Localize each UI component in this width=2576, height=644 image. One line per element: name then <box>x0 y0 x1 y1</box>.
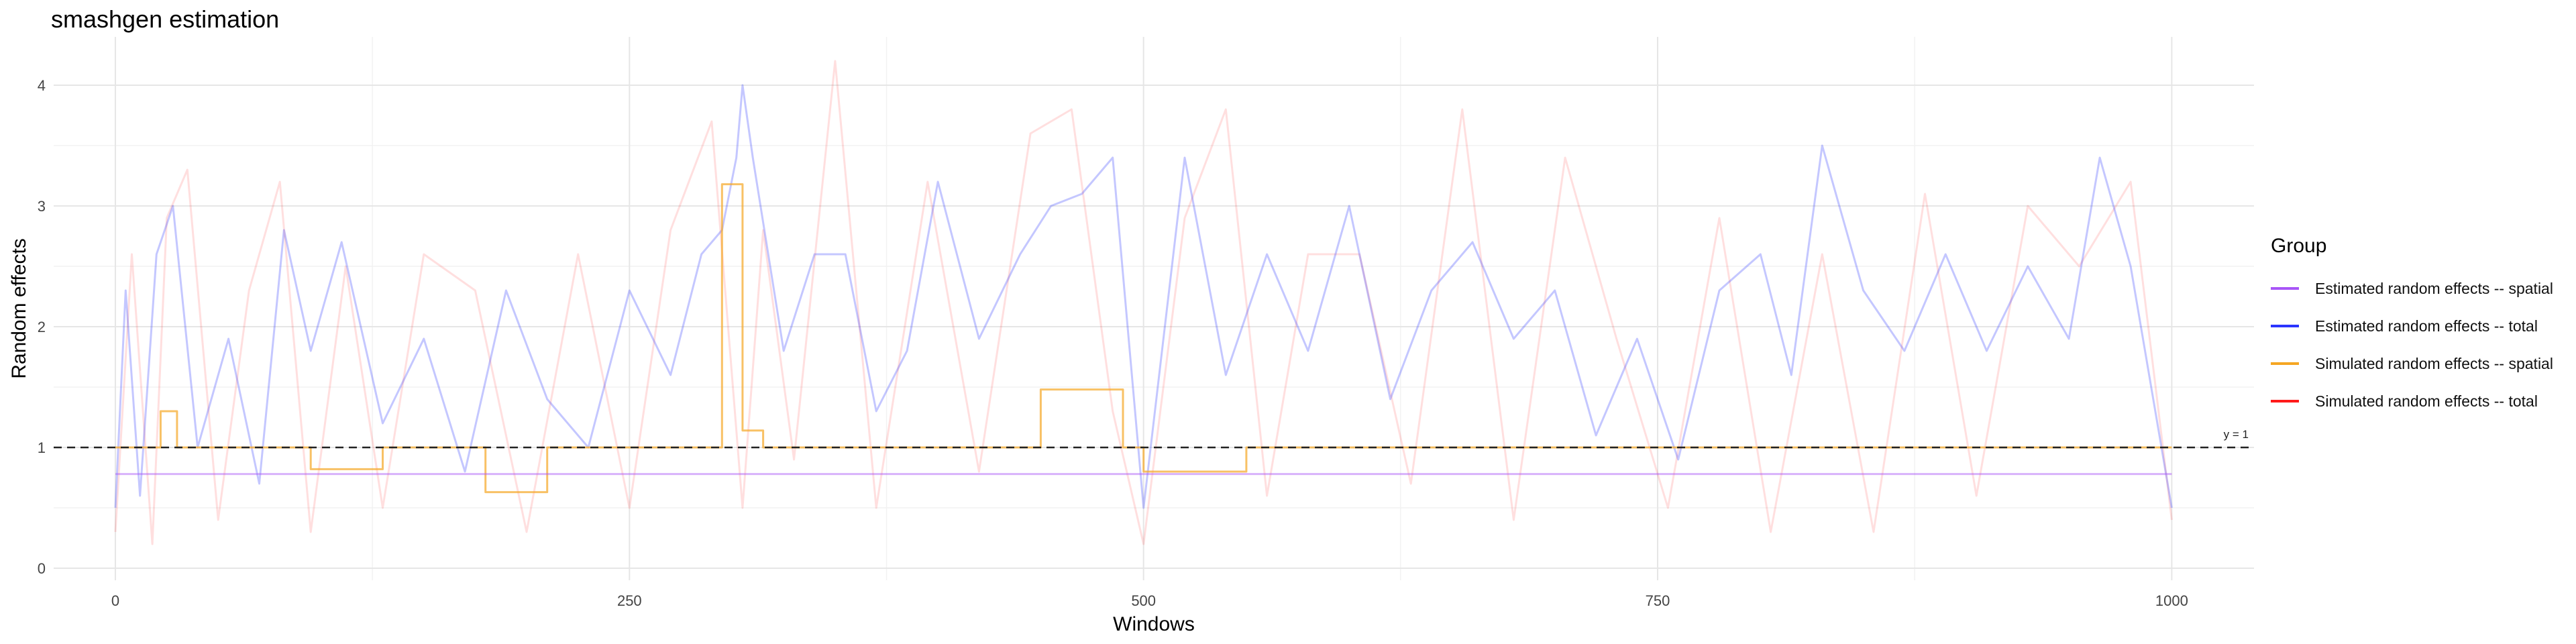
series-lines <box>114 60 2173 545</box>
legend-title: Group <box>2271 235 2327 257</box>
axis-labels: 0 250 500 750 1000 0 1 2 3 4 Windows Random effects <box>8 77 2188 635</box>
legend: Group Estimated random effects -- spatia… <box>2271 235 2553 420</box>
legend-item: Estimated random effects -- total <box>2271 307 2553 345</box>
legend-item: Estimated random effects -- spatial <box>2271 270 2553 307</box>
y-tick-label: 2 <box>38 319 46 335</box>
y-axis-label: Random effects <box>8 238 30 379</box>
x-tick-label: 250 <box>617 592 642 609</box>
legend-key-swatch <box>2271 400 2299 402</box>
legend-label: Simulated random effects -- total <box>2315 392 2538 410</box>
legend-item: Simulated random effects -- total <box>2271 382 2553 420</box>
reference-line-label: y = 1 <box>2224 428 2249 441</box>
y-tick-label: 0 <box>38 560 46 577</box>
x-tick-label: 0 <box>111 592 119 609</box>
legend-label: Estimated random effects -- spatial <box>2315 279 2553 297</box>
x-tick-label: 750 <box>1646 592 1670 609</box>
x-tick-label: 500 <box>1131 592 1156 609</box>
legend-item: Simulated random effects -- spatial <box>2271 345 2553 382</box>
x-tick-label: 1000 <box>2155 592 2188 609</box>
legend-label: Estimated random effects -- total <box>2315 317 2538 335</box>
legend-key-swatch <box>2271 287 2299 290</box>
x-axis-label: Windows <box>1113 613 1195 635</box>
y-tick-label: 4 <box>38 77 46 94</box>
y-tick-label: 1 <box>38 439 46 456</box>
y-tick-label: 3 <box>38 198 46 215</box>
chart-title: smashgen estimation <box>51 5 280 33</box>
series-line-est_total <box>114 84 2173 509</box>
reference-line: y = 1 <box>54 428 2254 449</box>
legend-key-swatch <box>2271 362 2299 365</box>
series-line-sim_total <box>114 60 2173 545</box>
legend-key-swatch <box>2271 325 2299 327</box>
legend-label: Simulated random effects -- spatial <box>2315 354 2553 372</box>
